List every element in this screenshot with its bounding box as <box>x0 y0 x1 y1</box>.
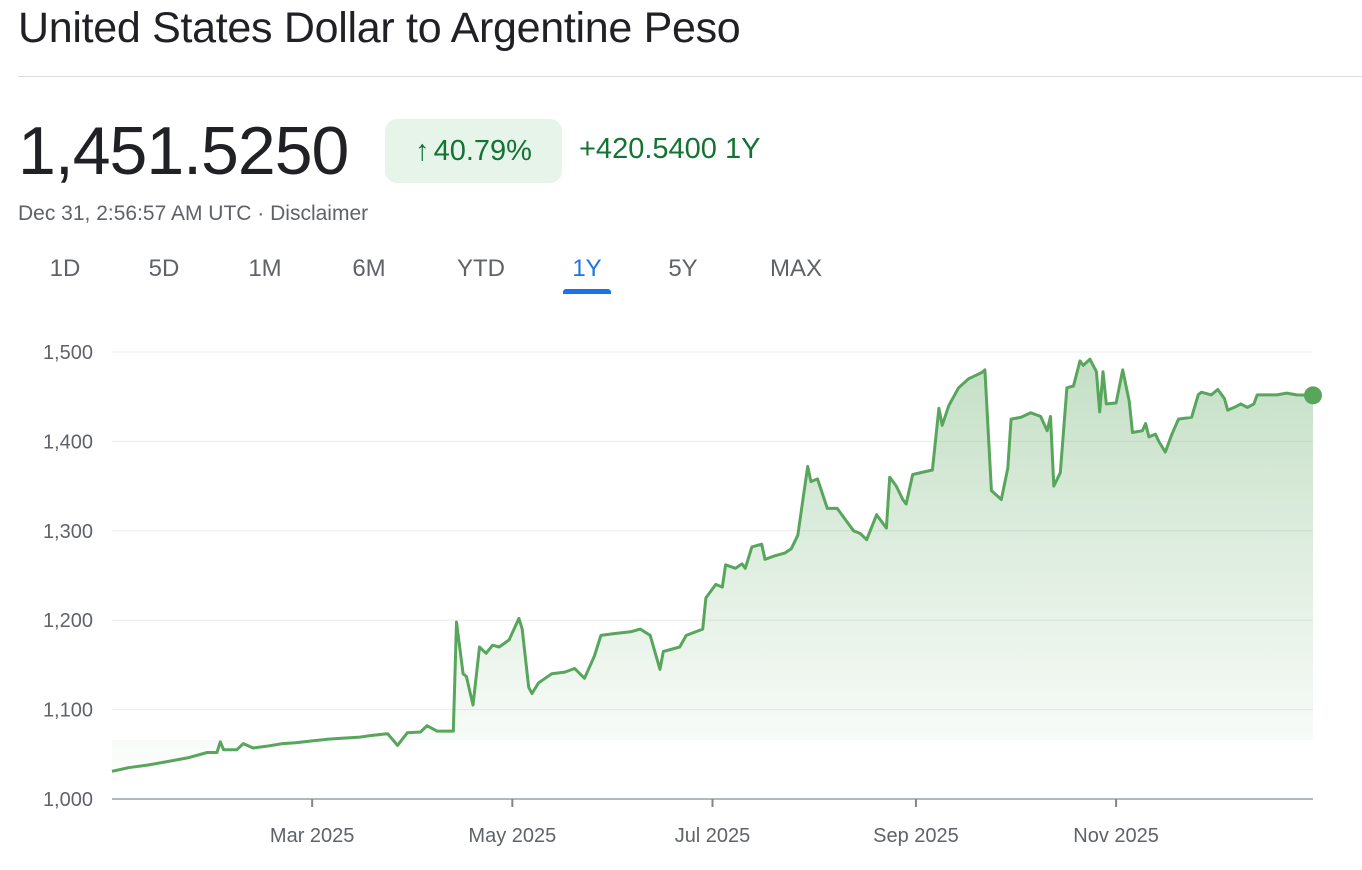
tab-max[interactable]: MAX <box>769 255 823 282</box>
active-tab-indicator <box>563 289 611 294</box>
change-absolute: +420.5400 1Y <box>579 133 761 165</box>
x-tick-label: Sep 2025 <box>873 825 959 847</box>
tab-1m[interactable]: 1M <box>248 255 282 282</box>
x-tick-label: May 2025 <box>468 825 556 847</box>
y-tick-label: 1,000 <box>43 789 93 811</box>
y-tick-label: 1,200 <box>43 610 93 632</box>
tab-1d[interactable]: 1D <box>49 255 81 282</box>
tab-5y[interactable]: 5Y <box>668 255 698 282</box>
disclaimer-link[interactable]: Disclaimer <box>270 202 369 225</box>
y-tick-label: 1,500 <box>43 342 93 364</box>
x-tick-label: Nov 2025 <box>1073 825 1159 847</box>
y-tick-label: 1,100 <box>43 700 93 722</box>
x-tick-label: Mar 2025 <box>270 825 355 847</box>
tab-1y[interactable]: 1Y <box>572 255 602 282</box>
tab-6m[interactable]: 6M <box>352 255 386 282</box>
x-tick-label: Jul 2025 <box>675 825 751 847</box>
timestamp: Dec 31, 2:56:57 AM UTC <box>18 202 252 225</box>
y-tick-label: 1,400 <box>43 431 93 453</box>
divider <box>18 76 1362 77</box>
y-tick-label: 1,300 <box>43 521 93 543</box>
page-title: United States Dollar to Argentine Peso <box>18 4 741 52</box>
arrow-up-icon: ↑ <box>415 134 430 167</box>
price-line <box>111 357 1314 773</box>
change-percent: 40.79% <box>433 134 532 167</box>
timestamp-line: Dec 31, 2:56:57 AM UTC · Disclaimer <box>18 202 368 226</box>
separator: · <box>251 202 271 225</box>
current-price: 1,451.5250 <box>18 113 349 189</box>
tab-ytd[interactable]: YTD <box>457 255 505 282</box>
change-percent-badge: ↑ 40.79% <box>385 119 562 183</box>
current-price-dot <box>1304 386 1322 405</box>
tab-5d[interactable]: 5D <box>148 255 180 282</box>
price-area <box>112 359 1313 772</box>
